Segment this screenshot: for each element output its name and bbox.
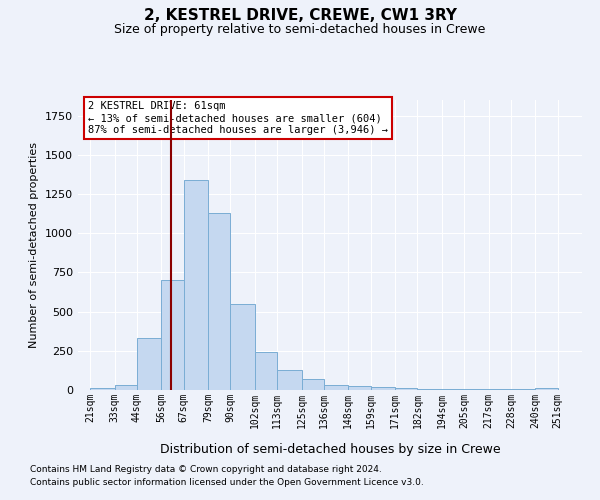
Bar <box>418 389 442 390</box>
Bar <box>511 389 535 390</box>
Bar <box>371 387 395 390</box>
Bar <box>302 379 324 390</box>
Bar <box>395 388 418 390</box>
Text: Contains public sector information licensed under the Open Government Licence v3: Contains public sector information licen… <box>30 478 424 487</box>
Text: 2, KESTREL DRIVE, CREWE, CW1 3RY: 2, KESTREL DRIVE, CREWE, CW1 3RY <box>143 8 457 22</box>
Bar <box>464 389 488 390</box>
Bar <box>184 180 208 390</box>
Text: Size of property relative to semi-detached houses in Crewe: Size of property relative to semi-detach… <box>115 22 485 36</box>
Bar <box>277 370 302 390</box>
Y-axis label: Number of semi-detached properties: Number of semi-detached properties <box>29 142 40 348</box>
Bar <box>137 338 161 390</box>
Text: 2 KESTREL DRIVE: 61sqm
← 13% of semi-detached houses are smaller (604)
87% of se: 2 KESTREL DRIVE: 61sqm ← 13% of semi-det… <box>88 102 388 134</box>
Text: Contains HM Land Registry data © Crown copyright and database right 2024.: Contains HM Land Registry data © Crown c… <box>30 466 382 474</box>
Bar <box>230 304 255 390</box>
Bar <box>90 388 115 390</box>
Text: Distribution of semi-detached houses by size in Crewe: Distribution of semi-detached houses by … <box>160 442 500 456</box>
Bar <box>324 386 348 390</box>
Bar <box>161 280 184 390</box>
Bar <box>115 386 137 390</box>
Bar <box>488 389 511 390</box>
Bar <box>255 352 277 390</box>
Bar <box>208 213 230 390</box>
Bar <box>348 386 371 390</box>
Bar <box>442 389 464 390</box>
Bar <box>535 388 557 390</box>
